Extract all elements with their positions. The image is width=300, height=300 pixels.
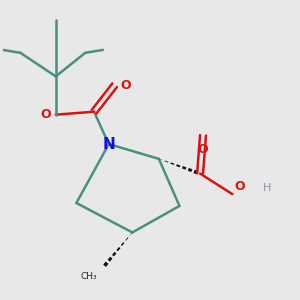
- Text: O: O: [234, 180, 244, 193]
- Text: O: O: [41, 108, 51, 121]
- Text: O: O: [121, 79, 131, 92]
- Text: O: O: [198, 142, 208, 156]
- Text: N: N: [102, 136, 115, 152]
- Text: CH₃: CH₃: [80, 272, 97, 281]
- Text: H: H: [263, 183, 272, 193]
